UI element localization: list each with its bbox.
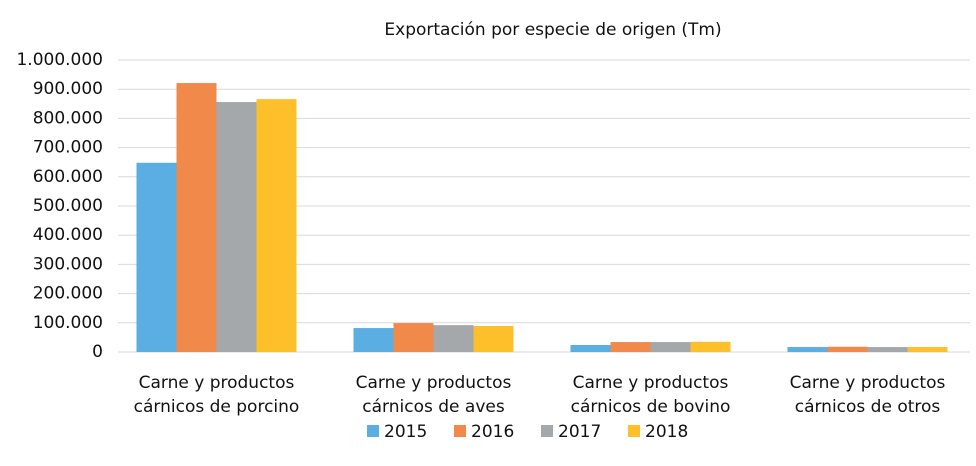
legend-swatch (454, 425, 466, 437)
bar (136, 162, 177, 352)
y-tick-label: 300.000 (33, 254, 103, 274)
bar (610, 342, 651, 352)
x-tick-label: Carne y productos cárnicos de otros (789, 373, 946, 417)
y-tick-label: 700.000 (33, 138, 103, 158)
bar (690, 341, 731, 352)
bar (907, 347, 948, 352)
x-tick-label: Carne y productos cárnicos de bovino (570, 373, 731, 417)
legend-swatch (628, 425, 640, 437)
y-tick-label: 900.000 (33, 79, 103, 99)
legend-label: 2018 (645, 422, 688, 442)
bar (353, 328, 394, 352)
bar (787, 347, 828, 352)
y-tick-label: 0 (92, 342, 103, 362)
chart-title: Exportación por especie de origen (Tm) (384, 20, 721, 40)
y-tick-label: 400.000 (33, 225, 103, 245)
bar (433, 325, 474, 352)
x-tick-label: Carne y productos cárnicos de porcino (133, 373, 300, 417)
x-tick-label: Carne y productos cárnicos de aves (355, 373, 512, 417)
y-tick-label: 500.000 (33, 196, 103, 216)
legend-label: 2017 (558, 422, 601, 442)
bar (176, 83, 217, 353)
bar (650, 342, 691, 352)
bar (570, 344, 611, 352)
bar (867, 347, 908, 352)
bar (216, 102, 257, 352)
bar (827, 346, 868, 352)
y-tick-label: 200.000 (33, 284, 103, 304)
bar (393, 323, 434, 352)
legend-swatch (367, 425, 379, 437)
y-tick-label: 100.000 (33, 313, 103, 333)
y-tick-label: 1.000.000 (16, 50, 103, 70)
bar (473, 326, 514, 352)
legend-swatch (541, 425, 553, 437)
legend-label: 2016 (471, 422, 514, 442)
bar (256, 99, 297, 353)
legend-label: 2015 (384, 422, 427, 442)
y-tick-label: 800.000 (33, 108, 103, 128)
y-tick-label: 600.000 (33, 167, 103, 187)
